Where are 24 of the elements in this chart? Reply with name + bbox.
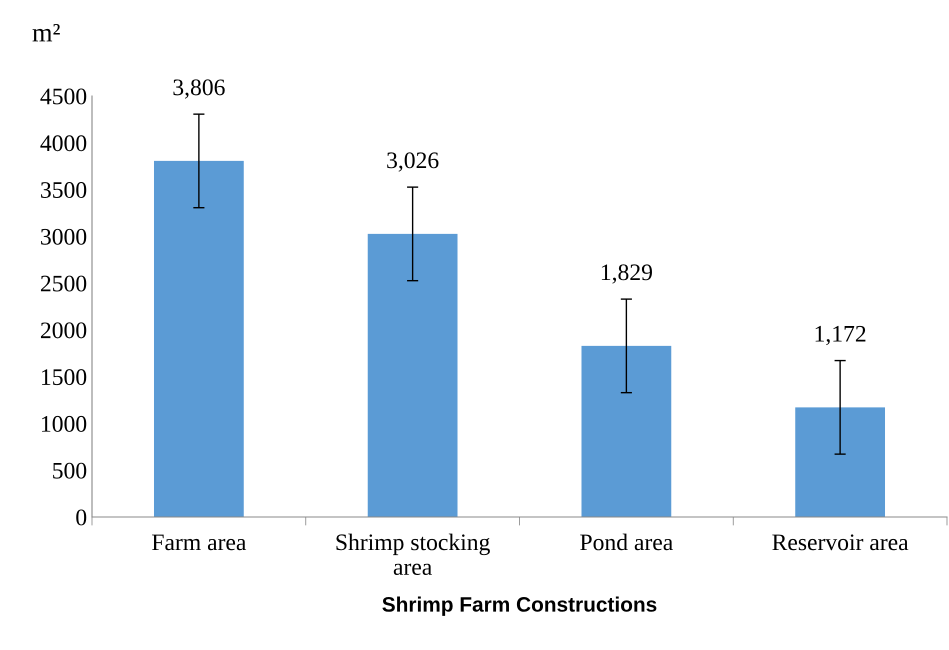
x-axis-title: Shrimp Farm Constructions xyxy=(382,596,656,616)
y-tick-label: 500 xyxy=(53,462,86,479)
data-label: 1,172 xyxy=(816,326,866,346)
data-label: 1,829 xyxy=(602,264,652,284)
x-tick-label: Farm area xyxy=(152,534,246,550)
bar xyxy=(154,160,244,517)
y-tick-label: 0 xyxy=(76,509,86,526)
data-label: 3,026 xyxy=(387,152,438,172)
y-tick-label: 2000 xyxy=(40,322,86,338)
y-tick-label: 2500 xyxy=(40,276,86,292)
bar xyxy=(795,407,886,517)
x-tick-label: Pond area xyxy=(580,534,673,550)
bar xyxy=(581,346,672,517)
y-tick-label: 3500 xyxy=(41,182,86,198)
y-tick-label: 1000 xyxy=(42,416,86,432)
y-axis-title: m² xyxy=(32,24,60,42)
bar xyxy=(368,234,458,517)
y-tick-label: 4500 xyxy=(40,88,86,104)
x-tick-label: Reservoir area xyxy=(772,534,908,550)
y-tick-label: 3000 xyxy=(41,228,86,245)
y-tick-label: 1500 xyxy=(42,369,86,386)
x-tick-label: Shrimp stocking area xyxy=(336,534,490,576)
data-label: 3,806 xyxy=(173,79,225,99)
y-tick-label: 4000 xyxy=(40,135,86,152)
